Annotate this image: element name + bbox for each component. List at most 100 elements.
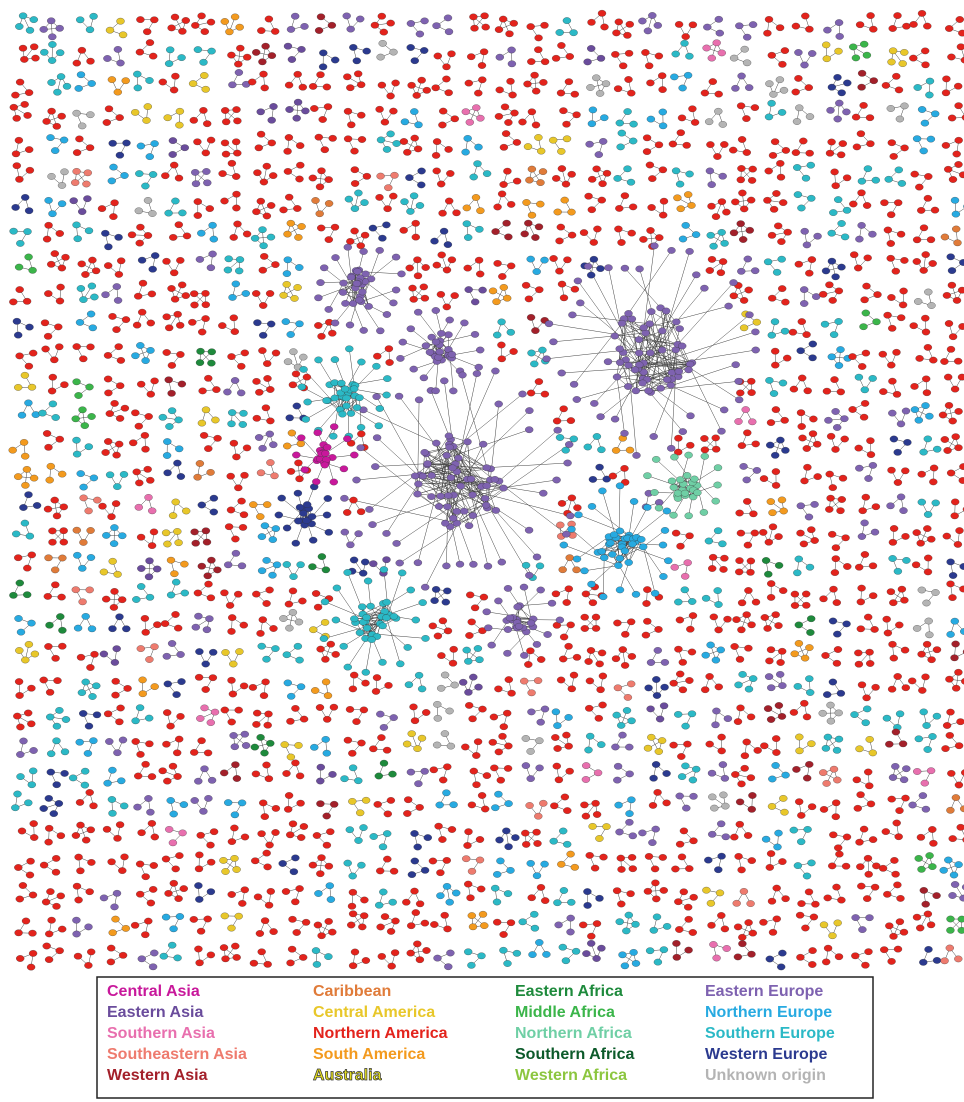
node bbox=[527, 108, 537, 116]
node bbox=[122, 625, 131, 633]
node bbox=[233, 220, 242, 228]
node bbox=[744, 685, 754, 693]
node bbox=[146, 390, 155, 398]
node bbox=[737, 72, 746, 80]
edge bbox=[665, 310, 691, 365]
node bbox=[116, 382, 125, 390]
node bbox=[170, 570, 179, 578]
node bbox=[163, 438, 172, 445]
node bbox=[880, 199, 889, 207]
node bbox=[230, 328, 239, 335]
edge bbox=[649, 323, 663, 351]
node bbox=[9, 103, 18, 111]
node bbox=[405, 264, 414, 272]
node bbox=[21, 481, 30, 489]
node bbox=[103, 710, 113, 718]
node bbox=[831, 408, 840, 415]
node bbox=[328, 329, 337, 337]
node bbox=[202, 538, 212, 546]
node bbox=[919, 267, 928, 274]
node bbox=[376, 136, 386, 144]
node bbox=[688, 598, 697, 605]
node bbox=[925, 631, 934, 639]
node bbox=[50, 356, 59, 364]
node bbox=[493, 260, 502, 267]
node bbox=[62, 82, 72, 90]
node bbox=[260, 84, 269, 92]
node bbox=[283, 168, 293, 175]
node bbox=[9, 591, 18, 599]
node bbox=[503, 294, 512, 302]
node bbox=[674, 711, 683, 718]
node bbox=[595, 90, 605, 97]
node bbox=[295, 475, 304, 483]
node bbox=[228, 690, 238, 698]
node bbox=[794, 640, 804, 647]
node bbox=[827, 353, 836, 361]
node bbox=[78, 208, 87, 215]
node bbox=[736, 220, 745, 228]
node bbox=[921, 402, 930, 409]
node bbox=[288, 381, 298, 389]
node bbox=[57, 264, 67, 272]
node bbox=[23, 564, 32, 572]
node bbox=[802, 445, 811, 452]
node bbox=[196, 347, 205, 355]
node bbox=[586, 84, 595, 91]
node bbox=[444, 89, 453, 97]
node bbox=[771, 468, 781, 475]
node bbox=[101, 449, 110, 456]
node bbox=[235, 648, 244, 655]
node bbox=[21, 452, 30, 460]
node bbox=[108, 625, 117, 633]
node bbox=[108, 557, 117, 565]
node bbox=[248, 684, 258, 691]
node bbox=[777, 238, 786, 245]
edge bbox=[325, 438, 348, 454]
node bbox=[681, 33, 690, 40]
node bbox=[269, 625, 278, 632]
node bbox=[383, 205, 392, 213]
node bbox=[914, 416, 923, 424]
node bbox=[569, 29, 578, 37]
node bbox=[953, 239, 962, 247]
node bbox=[598, 701, 607, 709]
node bbox=[857, 177, 867, 185]
node bbox=[250, 234, 260, 242]
node bbox=[706, 641, 715, 649]
node bbox=[234, 590, 243, 598]
node bbox=[285, 106, 294, 113]
node bbox=[866, 140, 875, 148]
node bbox=[678, 84, 687, 92]
node bbox=[654, 52, 664, 60]
node bbox=[239, 682, 249, 690]
node bbox=[136, 342, 145, 349]
node bbox=[323, 692, 333, 699]
node bbox=[127, 231, 137, 239]
node bbox=[549, 136, 558, 144]
node bbox=[291, 705, 300, 712]
edge bbox=[546, 344, 678, 360]
node bbox=[701, 594, 711, 602]
node bbox=[955, 527, 964, 534]
node bbox=[678, 235, 688, 243]
node bbox=[386, 19, 395, 27]
node bbox=[169, 86, 179, 94]
node bbox=[766, 716, 776, 723]
node bbox=[851, 113, 861, 121]
node bbox=[912, 135, 922, 143]
node bbox=[686, 625, 695, 633]
node bbox=[888, 640, 897, 648]
edge bbox=[359, 616, 382, 633]
node bbox=[747, 621, 756, 629]
node bbox=[449, 645, 458, 653]
node bbox=[802, 331, 811, 338]
node bbox=[481, 23, 490, 31]
node bbox=[901, 533, 910, 540]
node bbox=[718, 258, 728, 265]
node bbox=[768, 152, 778, 159]
node bbox=[476, 270, 485, 278]
node bbox=[55, 343, 64, 351]
node bbox=[228, 294, 237, 301]
node bbox=[655, 715, 665, 723]
